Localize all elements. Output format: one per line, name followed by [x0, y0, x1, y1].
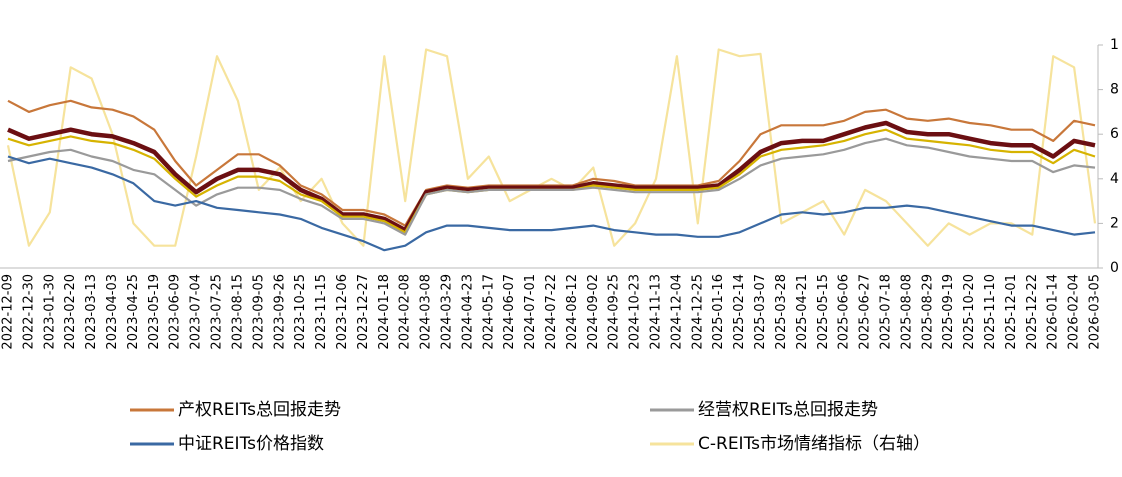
x-tick-label: 2025-03-07 — [753, 274, 768, 350]
x-tick-label: 2024-07-22 — [544, 274, 559, 350]
x-tick-label: 2024-09-02 — [586, 274, 601, 350]
x-tick-label: 2022-12-09 — [1, 274, 16, 350]
legend-label: C-REITs市场情绪指标（右轴） — [698, 434, 930, 454]
x-tick-label: 2025-06-27 — [858, 274, 873, 350]
series-line — [7, 155, 1096, 252]
legend-label: 经营权REITs总回报走势 — [698, 400, 878, 420]
x-tick-label: 2024-11-13 — [649, 274, 664, 350]
x-tick-label: 2025-02-14 — [732, 274, 747, 350]
x-tick-label: 2023-05-19 — [147, 274, 162, 350]
x-tick-label: 2023-12-06 — [335, 274, 350, 350]
x-tick-label: 2026-02-04 — [1067, 274, 1082, 350]
x-tick-label: 2023-02-20 — [63, 274, 78, 350]
x-tick-label: 2025-10-20 — [962, 274, 977, 350]
y2-tick-label: 1 — [1110, 37, 1119, 53]
x-tick-label: 2024-12-25 — [690, 274, 705, 350]
x-tick-label: 2025-08-08 — [899, 274, 914, 350]
x-tick-label: 2023-10-25 — [293, 274, 308, 350]
y2-tick-label: 0 — [1110, 260, 1119, 276]
x-tick-label: 2023-09-05 — [251, 274, 266, 350]
x-tick-label: 2024-07-01 — [523, 274, 538, 350]
x-tick-label: 2025-01-16 — [711, 274, 726, 350]
series-line — [7, 120, 1096, 233]
y2-tick-label: 8 — [1110, 82, 1119, 98]
series-line — [7, 99, 1096, 227]
x-tick-label: 2025-06-06 — [837, 274, 852, 350]
x-tick-label: 2023-06-09 — [168, 274, 183, 350]
y2-tick-label: 2 — [1110, 215, 1119, 231]
y2-tick-label: 6 — [1110, 126, 1119, 142]
x-tick-label: 2024-02-08 — [398, 274, 413, 350]
x-tick-label: 2025-11-10 — [983, 274, 998, 350]
x-tick-label: 2024-04-23 — [460, 274, 475, 350]
x-tick-label: 2025-12-22 — [1025, 274, 1040, 350]
x-tick-label: 2023-12-27 — [356, 274, 371, 350]
x-tick-label: 2023-09-26 — [272, 274, 287, 350]
x-tick-label: 2025-05-15 — [816, 274, 831, 350]
x-tick-label: 2023-01-30 — [42, 274, 57, 350]
x-tick-label: 2024-10-23 — [628, 274, 643, 350]
x-tick-label: 2024-05-17 — [481, 274, 496, 350]
x-tick-label: 2025-09-19 — [941, 274, 956, 350]
x-tick-label: 2024-03-08 — [419, 274, 434, 350]
x-tick-label: 2024-06-07 — [502, 274, 517, 350]
x-tick-label: 2023-03-13 — [84, 274, 99, 350]
x-tick-label: 2023-11-15 — [314, 274, 329, 350]
x-tick-label: 2023-04-03 — [105, 274, 120, 350]
x-tick-label: 2025-07-18 — [878, 274, 893, 350]
x-tick-label: 2023-07-25 — [210, 274, 225, 350]
x-tick-label: 2026-01-14 — [1046, 274, 1061, 350]
series-line — [7, 137, 1096, 236]
legend-label: 产权REITs总回报走势 — [178, 400, 341, 420]
x-tick-label: 2024-08-12 — [565, 274, 580, 350]
x-tick-label: 2024-03-29 — [439, 274, 454, 350]
x-tick-label: 2023-04-25 — [126, 274, 141, 350]
x-tick-label: 2024-01-18 — [377, 274, 392, 350]
x-tick-label: 2025-08-29 — [920, 274, 935, 350]
series-line — [7, 128, 1096, 234]
x-tick-label: 2024-12-04 — [669, 274, 684, 350]
legend-label: 中证REITs价格指数 — [178, 434, 324, 454]
y2-tick-label: 4 — [1110, 171, 1119, 187]
x-tick-label: 2025-12-01 — [1004, 274, 1019, 350]
x-tick-label: 2026-03-05 — [1088, 274, 1103, 350]
x-tick-label: 2024-09-25 — [607, 274, 622, 350]
x-tick-label: 2023-08-15 — [230, 274, 245, 350]
x-tick-label: 2023-07-04 — [189, 274, 204, 350]
x-tick-label: 2025-04-21 — [795, 274, 810, 350]
x-tick-label: 2022-12-30 — [21, 274, 36, 350]
x-tick-label: 2025-03-28 — [774, 274, 789, 350]
